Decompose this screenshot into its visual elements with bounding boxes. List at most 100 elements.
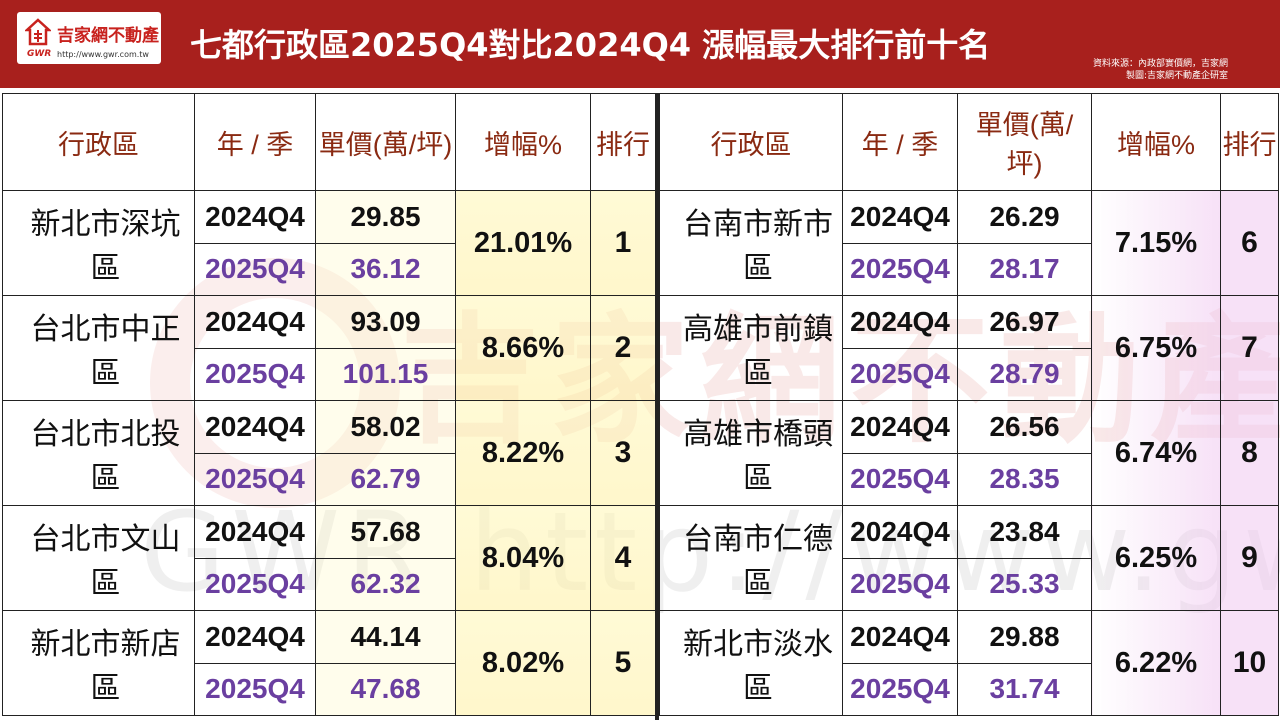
growth-cell: 7.15% <box>1091 190 1221 296</box>
period-2024-cell: 2024Q4 <box>842 400 958 454</box>
logo[interactable]: 吉家網不動產 GWR http://www.gwr.com.tw <box>17 12 161 64</box>
table-row: 2025Q4 62.79 <box>3 452 656 506</box>
table-row: 台北市北投區 2024Q4 58.02 8.22% 3 <box>2 400 656 506</box>
table-row: 台北市中正區 2024Q4 93.09 8.66% 2 <box>2 295 656 401</box>
price-2025-cell: 101.15 <box>315 347 456 401</box>
col-region: 行政區 <box>659 93 843 191</box>
price-2025-cell: 62.32 <box>315 557 456 611</box>
period-2024-cell: 2024Q4 <box>194 505 316 559</box>
price-2025-cell: 28.79 <box>957 347 1092 401</box>
period-2024-cell: 2024Q4 <box>842 295 958 349</box>
price-2024-cell: 58.02 <box>315 400 456 454</box>
table-row: 新北市淡水區 2024Q4 29.88 6.22% 10 <box>659 610 1279 716</box>
period-2024-cell: 2024Q4 <box>194 610 316 664</box>
period-2025-cell: 2025Q4 <box>194 662 316 716</box>
rank-cell: 10 <box>1220 610 1279 716</box>
price-2024-cell: 26.29 <box>957 190 1092 244</box>
region-cell: 台南市新市區 <box>659 190 843 296</box>
rank-cell: 4 <box>590 505 656 611</box>
price-2025-cell: 47.68 <box>315 662 456 716</box>
price-2024-cell: 44.14 <box>315 610 456 664</box>
growth-cell: 6.74% <box>1091 400 1221 506</box>
period-2024-cell: 2024Q4 <box>194 190 316 244</box>
table-row: 新北市深坑區 2024Q4 29.85 21.01% 1 <box>2 190 656 296</box>
period-2025-cell: 2025Q4 <box>194 242 316 296</box>
period-2025-cell: 2025Q4 <box>842 557 958 611</box>
price-2024-cell: 29.85 <box>315 190 456 244</box>
source-line-2: 製圖:吉家網不動產企研室 <box>1125 71 1228 81</box>
rank-cell: 5 <box>590 610 656 716</box>
region-cell: 台南市仁德區 <box>659 505 843 611</box>
table-row: 2025Q4 62.32 <box>3 557 656 611</box>
source-note: 資料來源：內政部實價網，吉家網 製圖:吉家網不動產企研室 <box>1093 58 1228 82</box>
growth-cell: 6.25% <box>1091 505 1221 611</box>
col-price: 單價(萬/坪) <box>957 93 1092 191</box>
period-2025-cell: 2025Q4 <box>842 347 958 401</box>
price-2024-cell: 26.97 <box>957 295 1092 349</box>
growth-cell: 8.02% <box>455 610 591 716</box>
price-2025-cell: 28.17 <box>957 242 1092 296</box>
growth-cell: 8.04% <box>455 505 591 611</box>
price-2025-cell: 36.12 <box>315 242 456 296</box>
table-row: 台北市文山區 2024Q4 57.68 8.04% 4 <box>2 505 656 611</box>
col-rank: 排行 <box>590 93 656 191</box>
price-2024-cell: 57.68 <box>315 505 456 559</box>
header-divider <box>0 88 1280 93</box>
table-row: 2025Q4 28.35 <box>660 452 1279 506</box>
ranking-table-left: 行政區 年 / 季 單價(萬/坪) 增幅% 排行 新北市深坑區 2024Q4 29.… <box>2 93 656 716</box>
period-2024-cell: 2024Q4 <box>194 295 316 349</box>
region-cell: 台北市中正區 <box>2 295 195 401</box>
page-title: 七都行政區2025Q4對比2024Q4 漲幅最大排行前十名 <box>190 26 991 64</box>
period-2025-cell: 2025Q4 <box>842 452 958 506</box>
rank-cell: 1 <box>590 190 656 296</box>
period-2025-cell: 2025Q4 <box>842 662 958 716</box>
table-row: 2025Q4 36.12 <box>3 242 656 296</box>
table-row: 台南市新市區 2024Q4 26.29 7.15% 6 <box>659 190 1279 296</box>
price-2024-cell: 29.88 <box>957 610 1092 664</box>
period-2024-cell: 2024Q4 <box>842 505 958 559</box>
growth-cell: 6.75% <box>1091 295 1221 401</box>
table-row: 2025Q4 47.68 <box>3 662 656 716</box>
rank-cell: 7 <box>1220 295 1279 401</box>
header-banner: 吉家網不動產 GWR http://www.gwr.com.tw 七都行政區20… <box>0 0 1280 88</box>
region-cell: 高雄市前鎮區 <box>659 295 843 401</box>
period-2024-cell: 2024Q4 <box>842 610 958 664</box>
price-2025-cell: 25.33 <box>957 557 1092 611</box>
period-2025-cell: 2025Q4 <box>194 557 316 611</box>
rank-cell: 3 <box>590 400 656 506</box>
region-cell: 新北市淡水區 <box>659 610 843 716</box>
right-rows: 台南市新市區 2024Q4 26.29 7.15% 6 2025Q4 28.17 高雄市前鎮區… <box>659 190 1279 716</box>
col-rank: 排行 <box>1220 93 1279 191</box>
rank-cell: 8 <box>1220 400 1279 506</box>
region-cell: 台北市文山區 <box>2 505 195 611</box>
growth-cell: 8.22% <box>455 400 591 506</box>
price-2024-cell: 93.09 <box>315 295 456 349</box>
table-row: 2025Q4 28.79 <box>660 347 1279 401</box>
logo-url: http://www.gwr.com.tw <box>57 50 149 59</box>
table-row: 台南市仁德區 2024Q4 23.84 6.25% 9 <box>659 505 1279 611</box>
price-2024-cell: 26.56 <box>957 400 1092 454</box>
period-2025-cell: 2025Q4 <box>194 347 316 401</box>
table-row: 新北市新店區 2024Q4 44.14 8.02% 5 <box>2 610 656 716</box>
logo-name: 吉家網不動產 <box>57 26 159 46</box>
ranking-table-right: 行政區 年 / 季 單價(萬/坪) 增幅% 排行 台南市新市區 2024Q4 26.… <box>659 93 1279 716</box>
period-2025-cell: 2025Q4 <box>194 452 316 506</box>
col-period: 年 / 季 <box>842 93 958 191</box>
col-period: 年 / 季 <box>194 93 316 191</box>
table-row: 2025Q4 101.15 <box>3 347 656 401</box>
rank-cell: 2 <box>590 295 656 401</box>
col-growth: 增幅% <box>455 93 591 191</box>
price-2025-cell: 28.35 <box>957 452 1092 506</box>
rank-cell: 9 <box>1220 505 1279 611</box>
period-2024-cell: 2024Q4 <box>194 400 316 454</box>
col-price: 單價(萬/坪) <box>315 93 456 191</box>
source-line-1: 資料來源：內政部實價網，吉家網 <box>1092 59 1228 69</box>
price-2024-cell: 23.84 <box>957 505 1092 559</box>
table-row: 2025Q4 31.74 <box>660 662 1279 716</box>
table-row: 2025Q4 28.17 <box>660 242 1279 296</box>
col-growth: 增幅% <box>1091 93 1221 191</box>
table-header-row: 行政區 年 / 季 單價(萬/坪) 增幅% 排行 <box>2 93 656 191</box>
logo-gwr: GWR <box>27 49 52 59</box>
house-logo-icon <box>25 18 51 46</box>
period-2025-cell: 2025Q4 <box>842 242 958 296</box>
